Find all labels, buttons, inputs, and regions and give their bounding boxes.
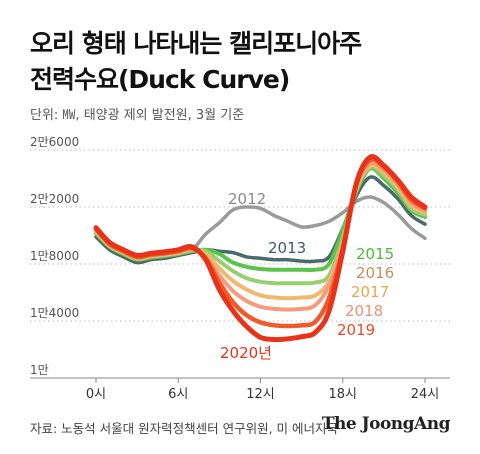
y-tick-label: 1만4000	[30, 306, 79, 320]
x-tick-label: 0시	[86, 387, 106, 402]
series-line-2020	[93, 154, 428, 343]
y-tick-label: 2만6000	[30, 135, 79, 149]
series-label-2016: 2016	[356, 264, 394, 282]
series-label-2013: 2013	[268, 239, 306, 257]
y-tick-label: 1만8000	[30, 249, 79, 263]
series-label-2018: 2018	[345, 302, 383, 320]
chart-subtitle: 단위: ㎿, 태양광 제외 발전원, 3월 기준	[30, 108, 245, 123]
x-tick-label: 18시	[328, 387, 357, 402]
title-line-2: 전력수요(Duck Curve)	[30, 65, 290, 94]
series-line-2013	[94, 175, 427, 265]
x-tick-label: 24시	[411, 387, 440, 402]
series-label-2020: 2020년	[220, 344, 272, 362]
y-tick-label: 1만	[30, 363, 49, 377]
y-tick-label: 2만2000	[30, 192, 79, 206]
brand-logo: The JoongAng	[321, 414, 451, 434]
series-label-2017: 2017	[351, 283, 389, 301]
source-note: 자료: 노동석 서울대 원자력정책센터 연구위원, 미 에너지국	[30, 421, 339, 436]
x-tick-label: 12시	[246, 387, 275, 402]
x-tick-label: 6시	[168, 387, 188, 402]
page-title: 오리 형태 나타내는 캘리포니아주 전력수요(Duck Curve)	[30, 26, 460, 98]
series-label-2019: 2019	[337, 321, 375, 339]
series-label-2015: 2015	[356, 245, 394, 263]
series-label-2012: 2012	[228, 190, 266, 208]
title-line-1: 오리 형태 나타내는 캘리포니아주	[30, 29, 362, 58]
